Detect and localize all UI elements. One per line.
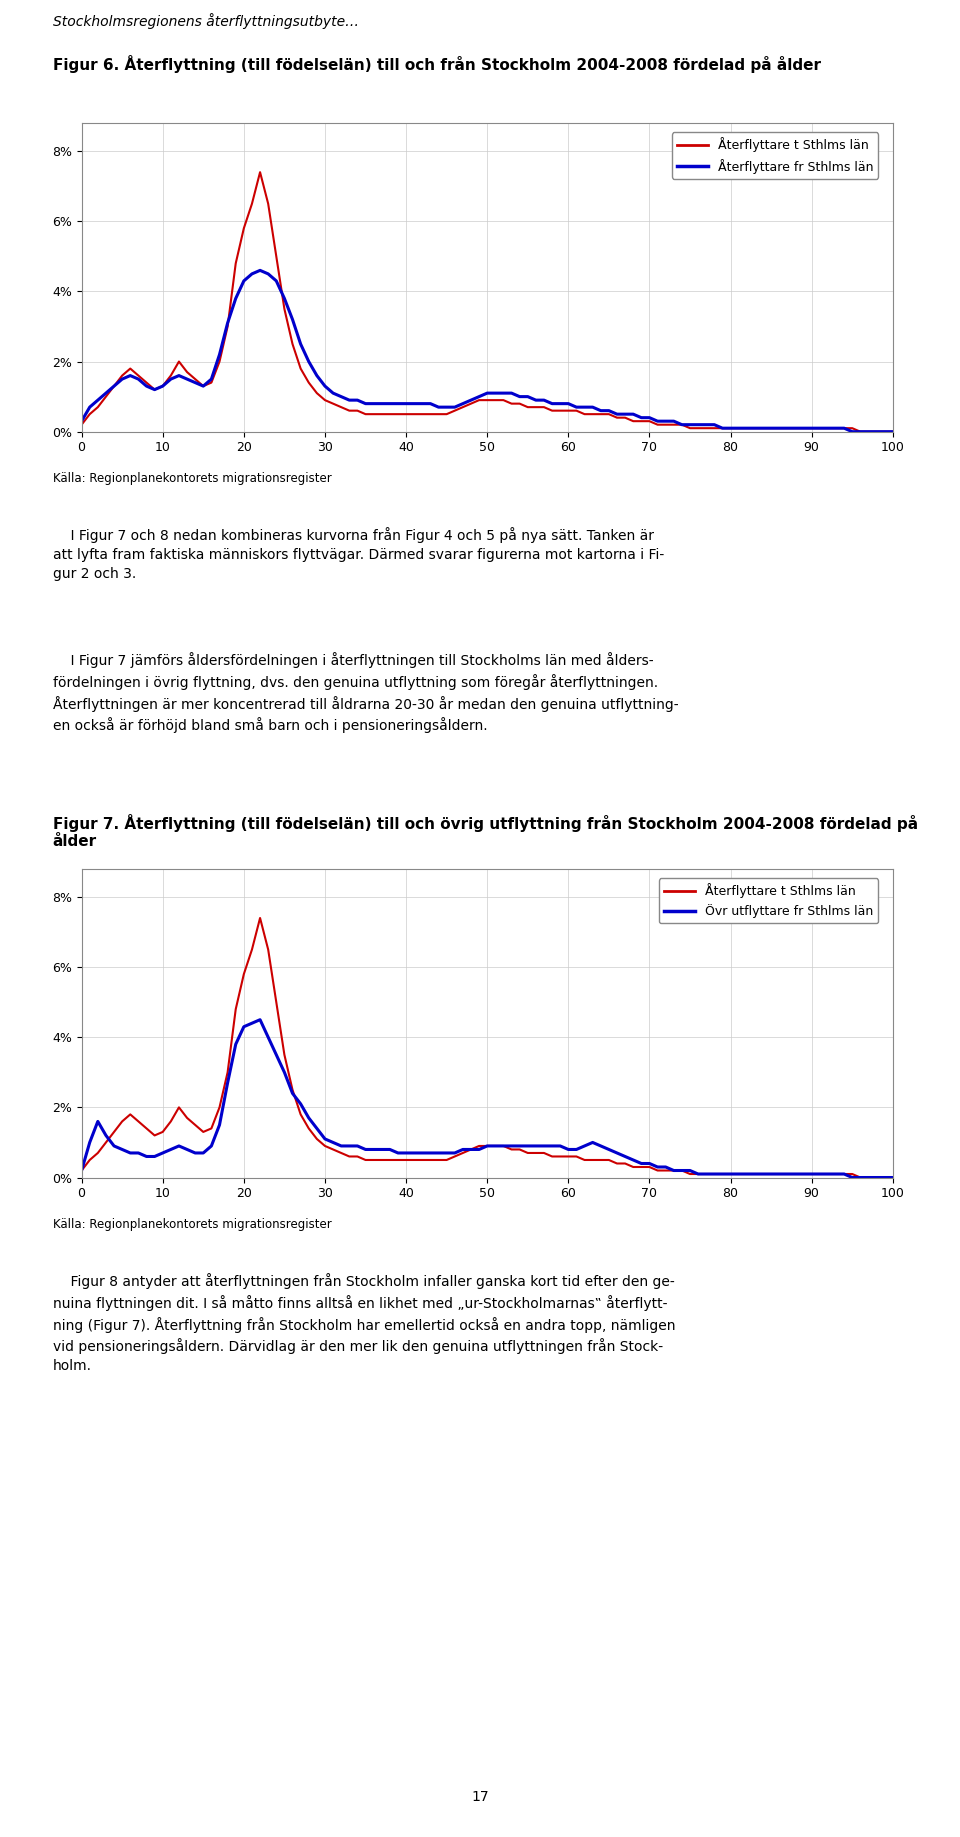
Text: Figur 8 antyder att återflyttningen från Stockholm infaller ganska kort tid efte: Figur 8 antyder att återflyttningen från… [53, 1273, 675, 1374]
Text: I Figur 7 och 8 nedan kombineras kurvorna från Figur 4 och 5 på nya sätt. Tanken: I Figur 7 och 8 nedan kombineras kurvorn… [53, 527, 664, 580]
Text: 17: 17 [471, 1789, 489, 1804]
Text: I Figur 7 jämförs åldersfördelningen i återflyttningen till Stockholms län med å: I Figur 7 jämförs åldersfördelningen i å… [53, 652, 679, 733]
Text: Stockholmsregionens återflyttningsutbyte…: Stockholmsregionens återflyttningsutbyte… [53, 13, 359, 29]
Text: Figur 6. Återflyttning (till födelselän) till och från Stockholm 2004-2008 förde: Figur 6. Återflyttning (till födelselän)… [53, 55, 821, 73]
Legend: Återflyttare t Sthlms län, Återflyttare fr Sthlms län: Återflyttare t Sthlms län, Återflyttare … [672, 132, 878, 178]
Text: Källa: Regionplanekontorets migrationsregister: Källa: Regionplanekontorets migrationsre… [53, 1218, 331, 1231]
Legend: Återflyttare t Sthlms län, Övr utflyttare fr Sthlms län: Återflyttare t Sthlms län, Övr utflyttar… [659, 878, 878, 924]
Text: Källa: Regionplanekontorets migrationsregister: Källa: Regionplanekontorets migrationsre… [53, 472, 331, 485]
Text: Figur 7. Återflyttning (till födelselän) till och övrig utflyttning från Stockho: Figur 7. Återflyttning (till födelselän)… [53, 814, 918, 849]
